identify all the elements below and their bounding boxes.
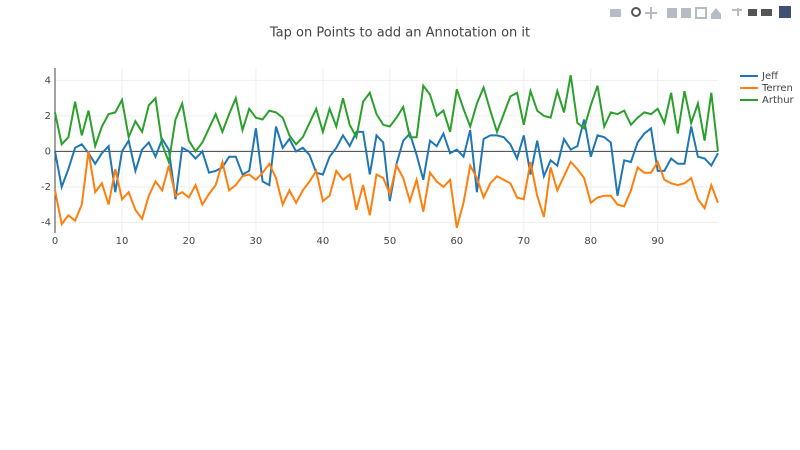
camera-icon[interactable] [610,9,621,17]
y-tick-label: 2 [45,111,51,122]
series-line [54,151,719,228]
y-tick-label: -2 [41,182,51,193]
x-tick-label: 40 [317,236,330,247]
plotly-logo[interactable] [779,6,791,18]
legend-label: Terren [761,83,793,94]
x-tick-label: 20 [183,236,196,247]
chart-title: Tap on Points to add an Annotation on it [269,26,530,41]
x-tick-label: 80 [584,236,597,247]
zoom-out-icon[interactable] [681,8,691,18]
x-tick-label: 60 [450,236,463,247]
x-tick-label: 30 [250,236,263,247]
y-tick-label: 4 [45,75,51,86]
hover-compare-icon[interactable] [761,9,772,16]
legend-label: Jeff [761,71,779,82]
x-tick-label: 0 [52,236,58,247]
zoom-in-icon[interactable] [667,8,677,18]
x-tick-label: 90 [651,236,664,247]
pan-icon[interactable] [645,7,657,19]
zoom-icon[interactable] [631,7,641,17]
autoscale-icon[interactable] [695,7,707,19]
home-icon[interactable] [711,8,721,19]
legend-label: Arthur [762,95,795,106]
series-line [54,74,719,166]
x-tick-label: 10 [116,236,129,247]
y-tick-label: -4 [41,217,51,228]
modebar[interactable] [610,6,791,19]
series-line [54,119,719,202]
hover-closest-icon[interactable] [748,9,757,16]
spike-icon[interactable] [732,8,742,16]
x-tick-label: 50 [383,236,396,247]
y-tick-label: 0 [45,146,51,157]
x-tick-label: 70 [517,236,530,247]
